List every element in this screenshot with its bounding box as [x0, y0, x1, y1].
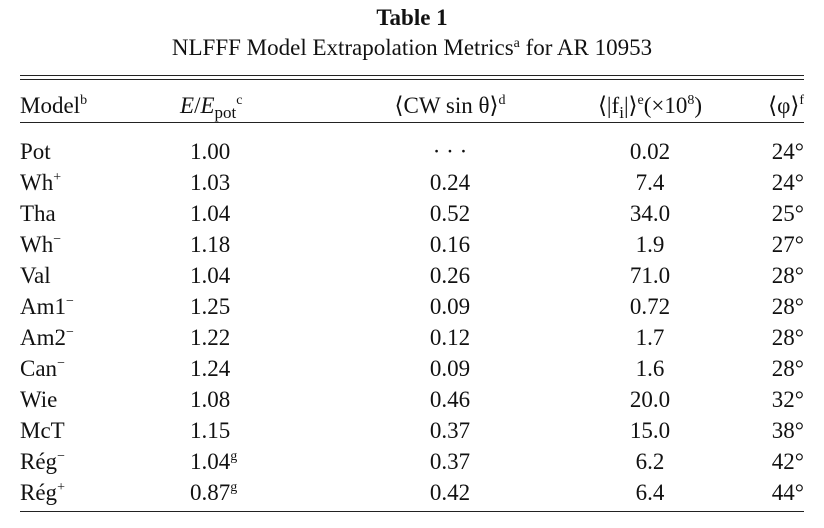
cell-mean-phi: 28°	[771, 293, 804, 319]
table-row: Pot 1.00 · · · 0.02 24°	[20, 136, 804, 167]
caption-suffix: for AR 10953	[519, 35, 653, 60]
cell-model: McT	[20, 417, 65, 443]
table-row: Val 1.04 0.26 71.0 28°	[20, 260, 804, 291]
cell-mean-phi: 24°	[771, 138, 804, 164]
cell-mean-phi: 28°	[771, 324, 804, 350]
cell-cw-sin-theta: 0.52	[429, 200, 471, 226]
cell-cw-sin-theta: 0.09	[429, 293, 471, 319]
cell-model: Wh+	[20, 169, 62, 195]
cell-mean-f: 1.7	[635, 324, 665, 350]
cell-mean-phi: 28°	[771, 262, 804, 288]
cell-mean-phi: 32°	[771, 386, 804, 412]
footnote-marker: f	[799, 93, 804, 108]
cell-mean-f: 0.72	[629, 293, 671, 319]
cell-mean-f: 6.2	[635, 448, 665, 474]
cell-mean-phi: 44°	[771, 479, 804, 505]
cell-energy-ratio: 1.24	[190, 355, 231, 381]
cell-cw-sin-theta: 0.42	[429, 479, 471, 505]
cell-cw-sin-theta: 0.26	[429, 262, 471, 288]
caption-footnote-marker: a	[513, 36, 520, 51]
header-mean-f: ⟨|fi|⟩e(×108)	[597, 93, 703, 122]
cell-cw-sin-theta: · · ·	[432, 138, 468, 164]
cell-mean-f: 15.0	[629, 417, 671, 443]
cell-mean-f: 20.0	[629, 386, 671, 412]
cell-energy-ratio: 1.00	[190, 138, 231, 164]
cell-cw-sin-theta: 0.37	[429, 448, 471, 474]
cell-mean-f: 1.9	[635, 231, 665, 257]
table-row: Wie 1.08 0.46 20.0 32°	[20, 384, 804, 415]
table-row: Can− 1.24 0.09 1.6 28°	[20, 353, 804, 384]
top-rule-1	[20, 75, 804, 77]
cell-cw-sin-theta: 0.16	[429, 231, 471, 257]
header-energy-ratio: E/Epotc	[180, 93, 243, 122]
table-row: Tha 1.04 0.52 34.0 25°	[20, 198, 804, 229]
bottom-rule	[20, 511, 804, 513]
cell-energy-ratio: 0.87g	[190, 479, 238, 505]
header-cw-sin-theta: ⟨CW sin θ⟩d	[394, 93, 506, 118]
top-rule-2	[20, 79, 804, 81]
table-title: Table 1	[376, 5, 448, 30]
cell-mean-f: 7.4	[635, 169, 665, 195]
cell-energy-ratio: 1.08	[190, 386, 231, 412]
footnote-marker: d	[498, 93, 506, 108]
cell-model: Can−	[20, 355, 65, 381]
cell-model: Tha	[20, 200, 56, 226]
cell-mean-phi: 27°	[771, 231, 804, 257]
cell-cw-sin-theta: 0.24	[429, 169, 471, 195]
cell-energy-ratio: 1.04g	[190, 448, 238, 474]
header-mean-phi: ⟨φ⟩f	[768, 93, 804, 118]
cell-mean-f: 6.4	[635, 479, 665, 505]
cell-mean-phi: 38°	[771, 417, 804, 443]
table-row: Rég+ 0.87g 0.42 6.4 44°	[20, 477, 804, 508]
header-model: Modelb	[20, 93, 88, 118]
table-body: Pot 1.00 · · · 0.02 24° Wh+ 1.03 0.24 7.4 24° Tha 1…	[20, 136, 804, 508]
cell-mean-f: 1.6	[635, 355, 665, 381]
cell-model: Am1−	[20, 293, 74, 319]
cell-model: Wh−	[20, 231, 62, 257]
cell-energy-ratio: 1.25	[190, 293, 231, 319]
cell-energy-ratio: 1.04	[190, 200, 231, 226]
footnote-marker: b	[80, 93, 88, 108]
table-row: Wh− 1.18 0.16 1.9 27°	[20, 229, 804, 260]
cell-cw-sin-theta: 0.09	[429, 355, 471, 381]
cell-energy-ratio: 1.18	[190, 231, 231, 257]
caption-text: NLFFF Model Extrapolation Metrics	[171, 35, 514, 60]
cell-model: Am2−	[20, 324, 74, 350]
cell-model: Wie	[20, 386, 58, 412]
cell-energy-ratio: 1.22	[190, 324, 231, 350]
cell-mean-phi: 42°	[771, 448, 804, 474]
table-row: Am1− 1.25 0.09 0.72 28°	[20, 291, 804, 322]
header-rule	[20, 122, 804, 124]
cell-energy-ratio: 1.04	[190, 262, 231, 288]
cell-model: Rég+	[20, 479, 65, 505]
table-caption: NLFFF Model Extrapolation Metricsa for A…	[0, 34, 824, 62]
cell-energy-ratio: 1.15	[190, 417, 231, 443]
table-row: McT 1.15 0.37 15.0 38°	[20, 415, 804, 446]
cell-mean-phi: 25°	[771, 200, 804, 226]
header-row: Modelb E/Epotc ⟨CW sin θ⟩d ⟨|fi|⟩e(×108)…	[20, 86, 804, 126]
cell-model: Pot	[20, 138, 51, 164]
table-row: Wh+ 1.03 0.24 7.4 24°	[20, 167, 804, 198]
cell-cw-sin-theta: 0.37	[429, 417, 471, 443]
metrics-table: Modelb E/Epotc ⟨CW sin θ⟩d ⟨|fi|⟩e(×108)…	[20, 86, 804, 508]
cell-mean-f: 34.0	[629, 200, 671, 226]
table-row: Rég− 1.04g 0.37 6.2 42°	[20, 446, 804, 477]
cell-mean-f: 71.0	[629, 262, 671, 288]
cell-model: Rég−	[20, 448, 65, 474]
cell-mean-f: 0.02	[629, 138, 671, 164]
cell-mean-phi: 28°	[771, 355, 804, 381]
footnote-marker: c	[236, 93, 243, 108]
cell-cw-sin-theta: 0.46	[429, 386, 471, 412]
cell-mean-phi: 24°	[771, 169, 804, 195]
cell-energy-ratio: 1.03	[190, 169, 231, 195]
footnote-marker: e	[637, 93, 644, 108]
cell-model: Val	[20, 262, 51, 288]
table-row: Am2− 1.22 0.12 1.7 28°	[20, 322, 804, 353]
cell-cw-sin-theta: 0.12	[429, 324, 471, 350]
